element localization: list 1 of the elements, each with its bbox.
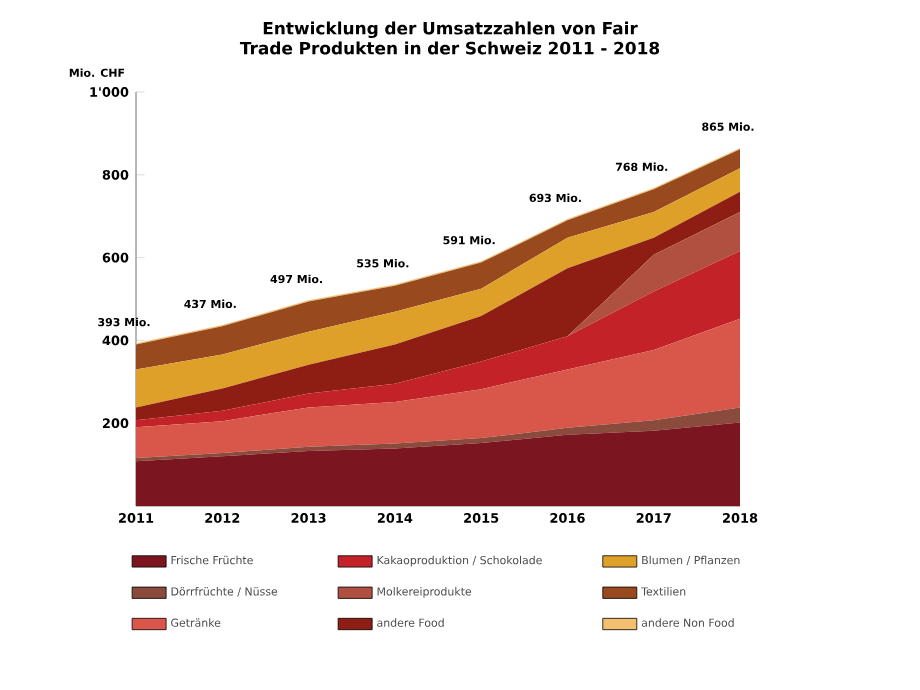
chart-title: Entwicklung der Umsatzzahlen von Fair Trade Produkten in der Schweiz 2011 - 2018 xyxy=(239,21,660,55)
